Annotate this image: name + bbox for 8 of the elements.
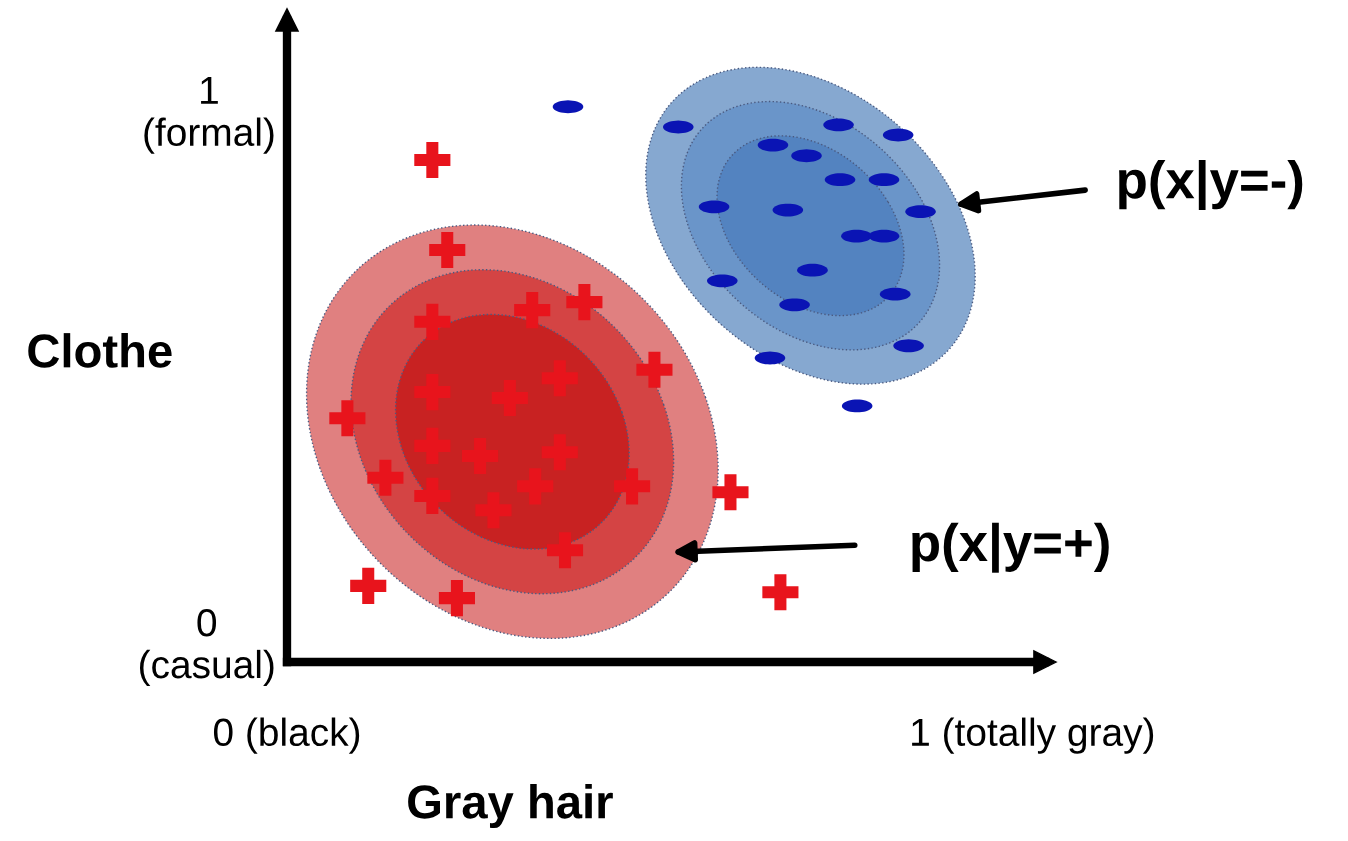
text: p(x|y=-) xyxy=(1119,160,1303,210)
annotation: p(x|y=+) xyxy=(912,522,1109,573)
x-tick-label: 1 (totally gray) xyxy=(912,717,1154,754)
y-tick-label: 0 (casual) xyxy=(140,608,274,687)
x-axis-title: Gray hair xyxy=(408,783,613,828)
y-axis-title: Clothe xyxy=(28,333,172,368)
y-tick-label: 1 (formal) xyxy=(144,77,274,154)
x-tick-label: 0 (black) xyxy=(213,717,360,754)
